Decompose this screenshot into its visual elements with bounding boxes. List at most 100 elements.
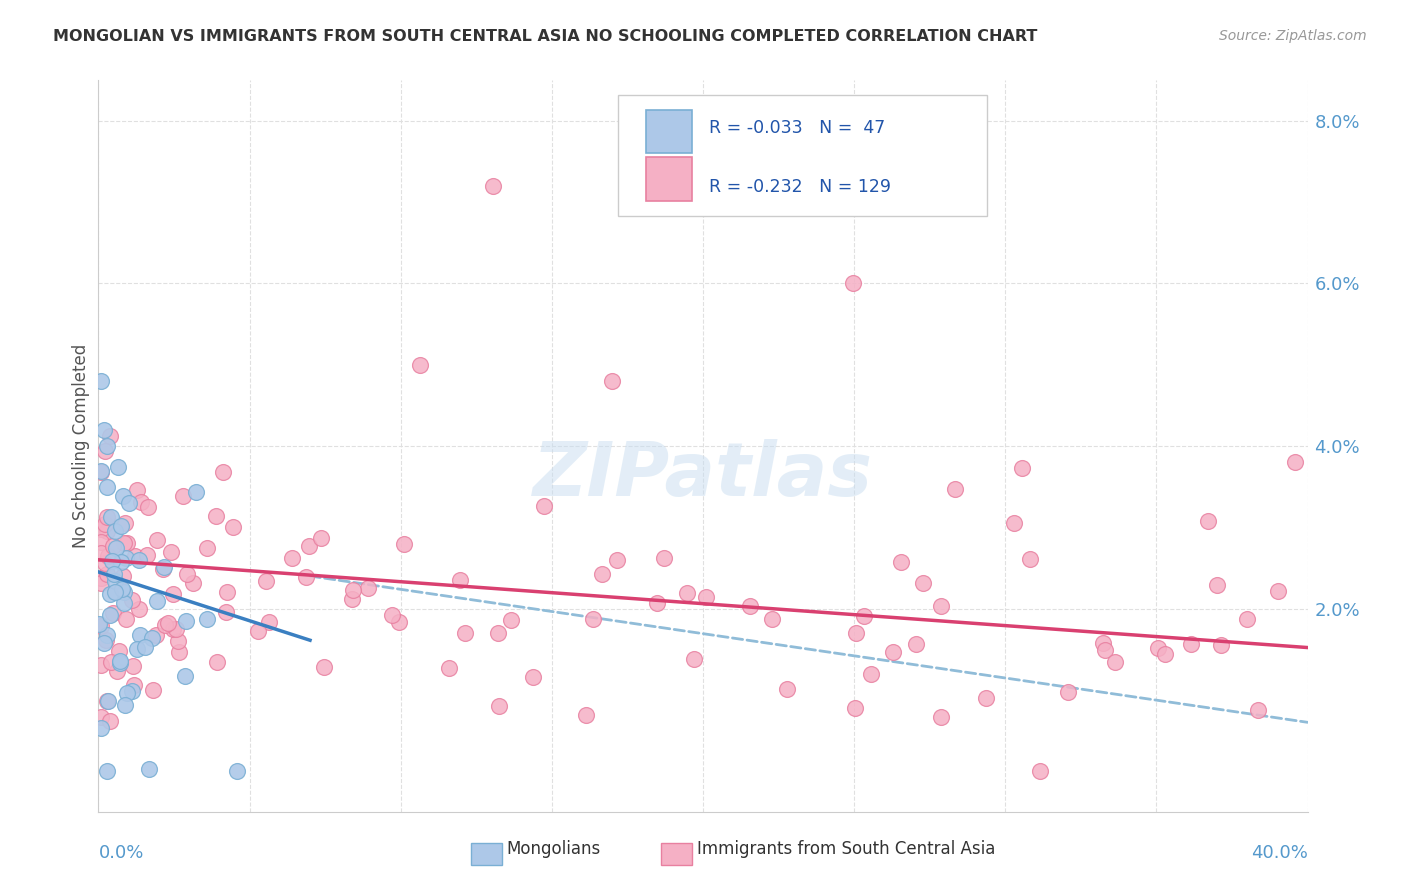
Point: [112, 569, 135, 583]
Point: [912, 576, 935, 591]
Point: [205, 509, 228, 524]
Point: [176, 566, 198, 581]
Point: [110, 655, 132, 669]
Text: Immigrants from South Central Asia: Immigrants from South Central Asia: [697, 840, 995, 858]
Point: [212, 465, 235, 479]
Point: [312, 660, 335, 674]
FancyBboxPatch shape: [619, 95, 987, 216]
Point: [98, 608, 121, 623]
Point: [859, 667, 882, 681]
Point: [94, 517, 117, 532]
Point: [96, 628, 118, 642]
Point: [1247, 703, 1270, 717]
Point: [90, 721, 112, 735]
Point: [97, 549, 120, 563]
Point: [174, 614, 197, 628]
Point: [90, 545, 112, 559]
Text: Mongolians: Mongolians: [506, 840, 600, 858]
Point: [107, 460, 129, 475]
Point: [162, 586, 184, 600]
Point: [97, 694, 120, 708]
Point: [90, 374, 112, 388]
Point: [90, 534, 112, 549]
Point: [1056, 685, 1078, 699]
FancyBboxPatch shape: [647, 110, 692, 153]
Point: [105, 664, 128, 678]
Point: [122, 678, 145, 692]
Point: [1011, 460, 1033, 475]
Point: [1180, 636, 1202, 650]
Point: [156, 616, 179, 631]
FancyBboxPatch shape: [647, 157, 692, 201]
Point: [1205, 578, 1227, 592]
Point: [96, 694, 118, 708]
Point: [152, 562, 174, 576]
Point: [298, 539, 321, 553]
Point: [104, 541, 127, 555]
Point: [247, 624, 270, 639]
Point: [167, 645, 190, 659]
Point: [121, 593, 143, 607]
Point: [136, 500, 159, 515]
Point: [388, 615, 411, 629]
Point: [114, 516, 136, 530]
Point: [141, 683, 163, 698]
Point: [124, 549, 146, 563]
Point: [115, 551, 138, 566]
Point: [93, 636, 115, 650]
Point: [776, 682, 799, 697]
Point: [675, 586, 697, 600]
Point: [1019, 552, 1042, 566]
Point: [90, 576, 112, 591]
Point: [112, 596, 135, 610]
Point: [853, 609, 876, 624]
Point: [153, 560, 176, 574]
Text: R = -0.232   N = 129: R = -0.232 N = 129: [709, 178, 891, 195]
Point: [454, 626, 477, 640]
Point: [257, 615, 280, 629]
Point: [98, 714, 121, 728]
Point: [357, 582, 380, 596]
Point: [215, 605, 238, 619]
Point: [1236, 612, 1258, 626]
Point: [159, 545, 181, 559]
Point: [93, 556, 115, 570]
Point: [225, 764, 247, 778]
Point: [107, 644, 129, 658]
Point: [100, 510, 122, 524]
Point: [882, 645, 904, 659]
Point: [167, 633, 190, 648]
Point: [104, 574, 127, 589]
Point: [103, 566, 125, 581]
Point: [931, 599, 953, 614]
Point: [96, 524, 118, 538]
Point: [98, 429, 121, 443]
Point: [111, 489, 134, 503]
Point: [974, 690, 997, 705]
Point: [136, 548, 159, 562]
Point: [122, 659, 145, 673]
Point: [104, 585, 127, 599]
Point: [110, 519, 132, 533]
Point: [162, 622, 184, 636]
Point: [645, 596, 668, 610]
Point: [205, 656, 228, 670]
Point: [309, 532, 332, 546]
Point: [394, 536, 416, 550]
Point: [96, 439, 118, 453]
Point: [340, 592, 363, 607]
Point: [155, 618, 177, 632]
Point: [90, 709, 112, 723]
Point: [281, 550, 304, 565]
Point: [929, 709, 952, 723]
Point: [486, 625, 509, 640]
Point: [93, 423, 115, 437]
Point: [117, 686, 139, 700]
Point: [110, 555, 132, 569]
Point: [141, 631, 163, 645]
Point: [134, 640, 156, 654]
Point: [115, 536, 138, 550]
Point: [1267, 584, 1289, 599]
Point: [103, 606, 125, 620]
Point: [600, 374, 623, 388]
